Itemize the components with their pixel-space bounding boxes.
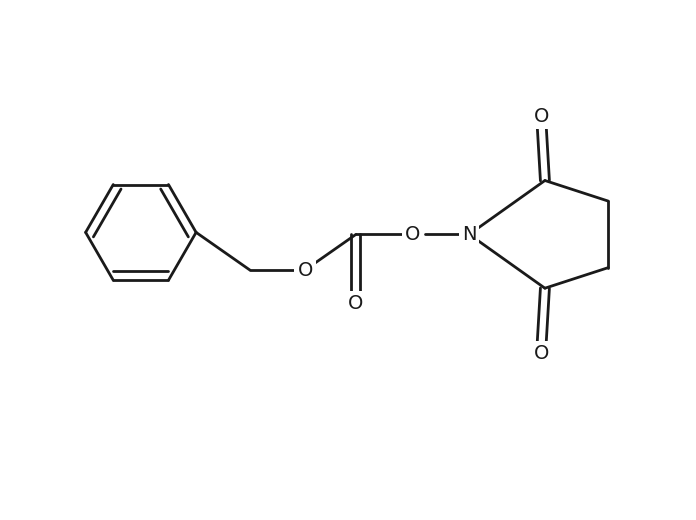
Text: N: N — [462, 225, 477, 244]
Text: O: O — [534, 107, 549, 126]
Text: O: O — [348, 294, 363, 313]
Text: O: O — [534, 344, 549, 363]
Text: O: O — [405, 225, 420, 244]
Text: O: O — [297, 261, 313, 280]
